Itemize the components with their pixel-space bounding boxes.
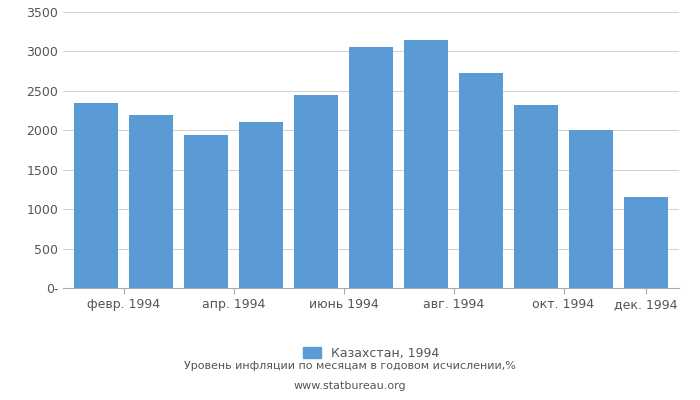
Bar	[239, 122, 283, 288]
Bar	[184, 135, 228, 288]
Bar	[569, 130, 613, 288]
Bar	[514, 105, 558, 288]
Text: www.statbureau.org: www.statbureau.org	[294, 381, 406, 391]
Bar	[404, 40, 448, 288]
Bar	[624, 197, 668, 288]
Text: Уровень инфляции по месяцам в годовом исчислении,%: Уровень инфляции по месяцам в годовом ис…	[184, 361, 516, 371]
Bar	[459, 73, 503, 288]
Bar	[129, 115, 173, 288]
Legend: Казахстан, 1994: Казахстан, 1994	[298, 342, 444, 364]
Bar	[349, 48, 393, 288]
Bar	[294, 95, 338, 288]
Bar	[74, 104, 118, 288]
